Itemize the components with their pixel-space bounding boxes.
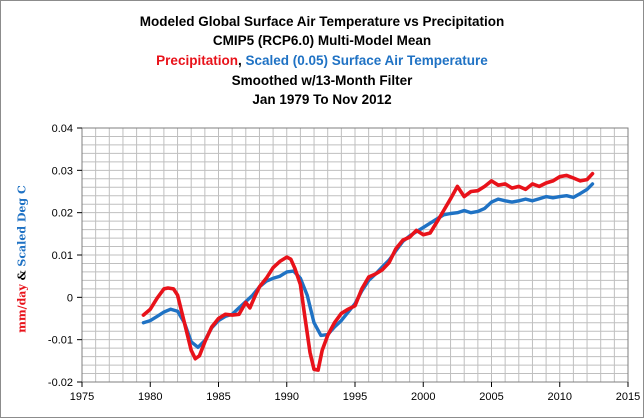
series-caption-temperature: Scaled (0.05) Surface Air Temperature bbox=[245, 53, 488, 68]
date-range: Jan 1979 To Nov 2012 bbox=[252, 92, 392, 107]
y-tick-label: 0 bbox=[67, 292, 73, 304]
y-tick-label: 0.04 bbox=[52, 123, 73, 135]
smoothing-note: Smoothed w/13-Month Filter bbox=[231, 73, 413, 88]
y-tick-label: 0.02 bbox=[52, 208, 73, 220]
x-tick-label: 2010 bbox=[548, 391, 572, 403]
y-tick-label: 0.01 bbox=[52, 250, 73, 262]
series-lines bbox=[141, 171, 595, 372]
gridlines bbox=[81, 127, 629, 383]
y-tick-label: -0.01 bbox=[48, 335, 73, 347]
x-tick-label: 1995 bbox=[343, 391, 367, 403]
chart-subtitle: CMIP5 (RCP6.0) Multi-Model Mean bbox=[212, 33, 432, 48]
x-tick-label: 2015 bbox=[616, 391, 640, 403]
x-tick-label: 1980 bbox=[138, 391, 162, 403]
series-caption-separator: , bbox=[237, 53, 246, 68]
x-tick-label: 1985 bbox=[206, 391, 230, 403]
axes bbox=[77, 127, 629, 387]
x-tick-label: 2000 bbox=[411, 391, 435, 403]
precipitation-series-line bbox=[141, 171, 595, 372]
x-tick-label: 2005 bbox=[479, 391, 503, 403]
tick-labels: 1975 1980 1985 1990 1995 2000 2005 2010 2015 -0.0… bbox=[48, 123, 640, 403]
y-tick-label: 0.03 bbox=[52, 165, 73, 177]
y-tick-label: -0.02 bbox=[48, 377, 73, 389]
chart-title: Modeled Global Surface Air Temperature v… bbox=[139, 14, 505, 29]
series-caption: Precipitation, Scaled (0.05) Surface Air… bbox=[1, 53, 643, 68]
x-tick-label: 1990 bbox=[275, 391, 299, 403]
series-caption-precipitation: Precipitation bbox=[156, 53, 238, 68]
x-tick-label: 1975 bbox=[70, 391, 94, 403]
